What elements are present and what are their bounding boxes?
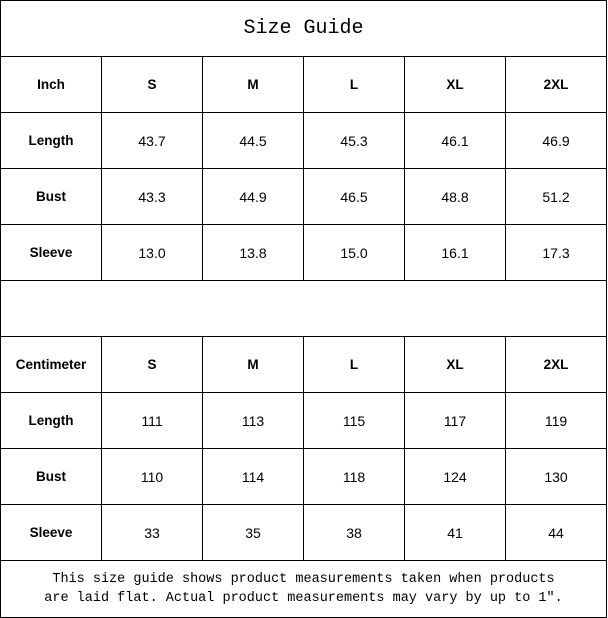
- size-header: S: [101, 336, 203, 393]
- row-label: Bust: [0, 448, 102, 505]
- measurement-cell: 17.3: [505, 224, 607, 281]
- measurement-cell: 16.1: [404, 224, 506, 281]
- table-row: Length 111 113 115 117 119: [0, 392, 607, 449]
- measurement-cell: 124: [404, 448, 506, 505]
- measurement-cell: 15.0: [303, 224, 405, 281]
- row-label: Bust: [0, 168, 102, 225]
- size-header: L: [303, 56, 405, 113]
- size-header: XL: [404, 56, 506, 113]
- page-title: Size Guide: [0, 0, 607, 57]
- size-header: L: [303, 336, 405, 393]
- inch-header-row: Inch S M L XL 2XL: [0, 56, 607, 113]
- size-header: S: [101, 56, 203, 113]
- measurement-cell: 117: [404, 392, 506, 449]
- size-header: 2XL: [505, 56, 607, 113]
- measurement-cell: 46.9: [505, 112, 607, 169]
- measurement-cell: 118: [303, 448, 405, 505]
- measurement-cell: 130: [505, 448, 607, 505]
- measurement-cell: 115: [303, 392, 405, 449]
- measurement-cell: 33: [101, 504, 203, 561]
- measurement-cell: 110: [101, 448, 203, 505]
- measurement-cell: 44.5: [202, 112, 304, 169]
- table-row: Sleeve 13.0 13.8 15.0 16.1 17.3: [0, 224, 607, 281]
- table-row: Bust 43.3 44.9 46.5 48.8 51.2: [0, 168, 607, 225]
- measurement-cell: 114: [202, 448, 304, 505]
- measurement-cell: 13.0: [101, 224, 203, 281]
- size-header: M: [202, 56, 304, 113]
- measurement-cell: 45.3: [303, 112, 405, 169]
- row-label: Length: [0, 392, 102, 449]
- measurement-cell: 41: [404, 504, 506, 561]
- cm-unit-label: Centimeter: [0, 336, 102, 393]
- measurement-cell: 38: [303, 504, 405, 561]
- footer-line-1: This size guide shows product measuremen…: [52, 572, 555, 587]
- size-header: XL: [404, 336, 506, 393]
- measurement-cell: 13.8: [202, 224, 304, 281]
- measurement-cell: 44: [505, 504, 607, 561]
- cm-header-row: Centimeter S M L XL 2XL: [0, 336, 607, 393]
- row-label: Length: [0, 112, 102, 169]
- measurement-cell: 43.3: [101, 168, 203, 225]
- table-row: Sleeve 33 35 38 41 44: [0, 504, 607, 561]
- size-header: M: [202, 336, 304, 393]
- measurement-cell: 119: [505, 392, 607, 449]
- measurement-cell: 43.7: [101, 112, 203, 169]
- row-label: Sleeve: [0, 224, 102, 281]
- spacer-row: [0, 280, 607, 337]
- measurement-cell: 51.2: [505, 168, 607, 225]
- measurement-cell: 111: [101, 392, 203, 449]
- footer-note: This size guide shows product measuremen…: [0, 560, 607, 618]
- measurement-cell: 44.9: [202, 168, 304, 225]
- footer-line-2: are laid flat. Actual product measuremen…: [44, 591, 563, 606]
- measurement-cell: 46.1: [404, 112, 506, 169]
- table-row: Length 43.7 44.5 45.3 46.1 46.9: [0, 112, 607, 169]
- measurement-cell: 113: [202, 392, 304, 449]
- inch-unit-label: Inch: [0, 56, 102, 113]
- measurement-cell: 48.8: [404, 168, 506, 225]
- table-row: Bust 110 114 118 124 130: [0, 448, 607, 505]
- size-header: 2XL: [505, 336, 607, 393]
- measurement-cell: 46.5: [303, 168, 405, 225]
- row-label: Sleeve: [0, 504, 102, 561]
- measurement-cell: 35: [202, 504, 304, 561]
